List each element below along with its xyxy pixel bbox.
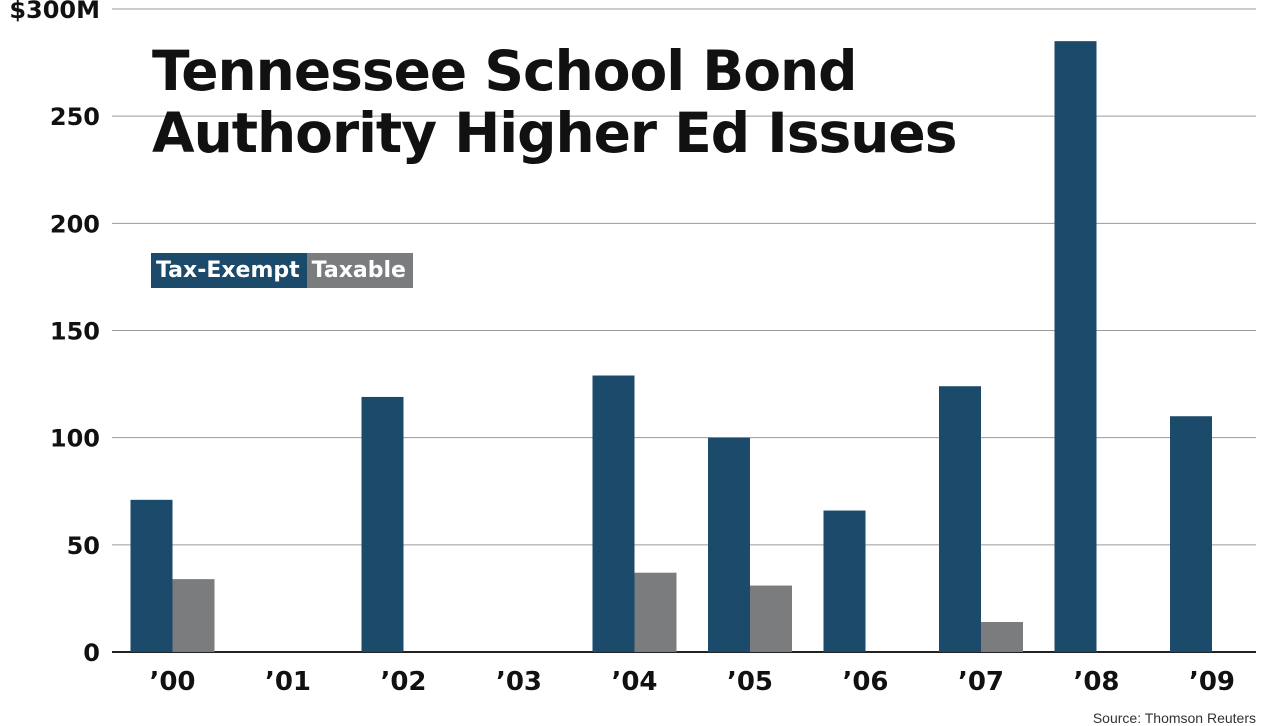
y-tick-label: 50 — [67, 532, 100, 560]
bar-tax-exempt-7 — [939, 386, 981, 652]
y-tick-label: 200 — [50, 210, 100, 238]
y-tick-label: 250 — [50, 103, 100, 131]
bar-taxable-0 — [172, 579, 215, 652]
bar-taxable-7 — [981, 621, 1023, 652]
x-axis-ticks: ’00 ’01 ’02 ’03 ’04 ’05 ’06 ’07 ’08 ’09 — [149, 667, 1235, 697]
y-tick-label: $300M — [9, 0, 100, 24]
x-tick-label: ’05 — [727, 667, 773, 697]
x-tick-label: ’08 — [1073, 667, 1119, 697]
bar-tax-exempt-5 — [708, 437, 750, 652]
y-tick-label: 100 — [50, 425, 100, 453]
x-tick-label: ’00 — [149, 667, 195, 697]
bar-tax-exempt-9 — [1170, 416, 1212, 652]
chart-title-line-2: Authority Higher Ed Issues — [152, 101, 957, 165]
x-tick-label: ’04 — [611, 667, 657, 697]
x-tick-label: ’06 — [842, 667, 888, 697]
source-note: Source: Thomson Reuters — [1092, 710, 1256, 726]
bars — [130, 41, 1212, 652]
x-tick-label: ’07 — [958, 667, 1004, 697]
x-tick-label: ’03 — [496, 667, 542, 697]
legend-item-taxable: Taxable — [306, 253, 413, 288]
legend-item-tax-exempt: Tax-Exempt — [151, 253, 307, 288]
x-tick-label: ’02 — [380, 667, 426, 697]
chart-title-line-1: Tennessee School Bond — [152, 39, 858, 103]
legend: Tax-Exempt Taxable — [151, 253, 413, 288]
bar-tax-exempt-4 — [592, 375, 635, 652]
bar-tax-exempt-0 — [130, 499, 173, 652]
bar-tax-exempt-6 — [823, 510, 866, 652]
chart-title: Tennessee School Bond Authority Higher E… — [152, 39, 957, 165]
y-tick-label: 150 — [50, 318, 100, 346]
bar-tax-exempt-8 — [1054, 41, 1097, 652]
y-tick-label: 0 — [83, 639, 100, 667]
bar-taxable-4 — [634, 572, 677, 652]
x-tick-label: ’01 — [265, 667, 311, 697]
y-axis-ticks: 0 50 100 150 200 250 $300M — [9, 0, 100, 667]
bar-tax-exempt-2 — [361, 396, 404, 652]
bar-taxable-5 — [750, 585, 792, 652]
x-tick-label: ’09 — [1189, 667, 1235, 697]
